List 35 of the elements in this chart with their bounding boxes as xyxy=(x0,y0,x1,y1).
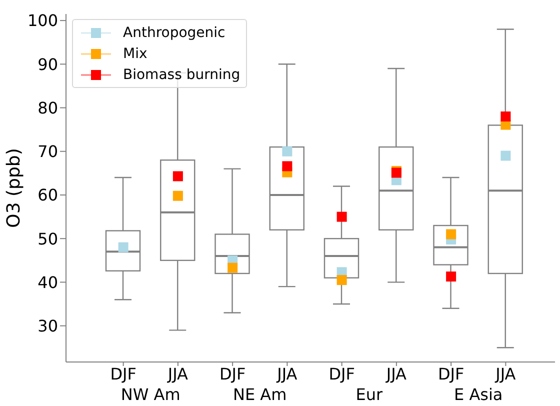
y-tick-label: 60 xyxy=(38,186,58,205)
point xyxy=(282,146,292,156)
point xyxy=(228,262,238,273)
y-tick-label: 50 xyxy=(38,229,58,248)
x-tick-label: JJA xyxy=(494,364,516,384)
x-tick-label: JJA xyxy=(276,364,298,384)
x-tick-label: JJA xyxy=(166,364,188,384)
point xyxy=(500,150,511,161)
point xyxy=(446,229,456,240)
y-tick-label: 100 xyxy=(27,11,58,30)
text: E Asia xyxy=(453,385,504,404)
x-tick-label: DJF xyxy=(219,364,246,384)
x-tick-label: DJF xyxy=(110,364,136,384)
x-tick-label: DJF xyxy=(438,364,464,384)
text: NE Am xyxy=(232,385,288,404)
y-tick-label: 70 xyxy=(38,142,58,162)
legend-label: Mix xyxy=(123,46,148,62)
y-tick-label: 90 xyxy=(38,54,58,74)
point xyxy=(500,111,511,122)
x-tick-label: JJA xyxy=(385,364,407,384)
y-tick-label: 40 xyxy=(38,272,58,292)
point xyxy=(336,275,347,286)
y-tick-label: 80 xyxy=(38,98,58,118)
point xyxy=(172,171,183,182)
text: NW Am xyxy=(120,385,182,404)
text: Eur xyxy=(354,385,384,404)
y-axis-title: O3 (ppb) xyxy=(4,148,24,228)
point xyxy=(336,212,347,222)
point xyxy=(282,161,292,172)
y-tick-label: 30 xyxy=(38,316,58,336)
point xyxy=(172,190,183,201)
x-tick-label: DJF xyxy=(328,364,355,384)
legend-label: Biomass burning xyxy=(123,66,240,82)
legend-label: Anthropogenic xyxy=(123,24,226,40)
point xyxy=(446,272,456,282)
